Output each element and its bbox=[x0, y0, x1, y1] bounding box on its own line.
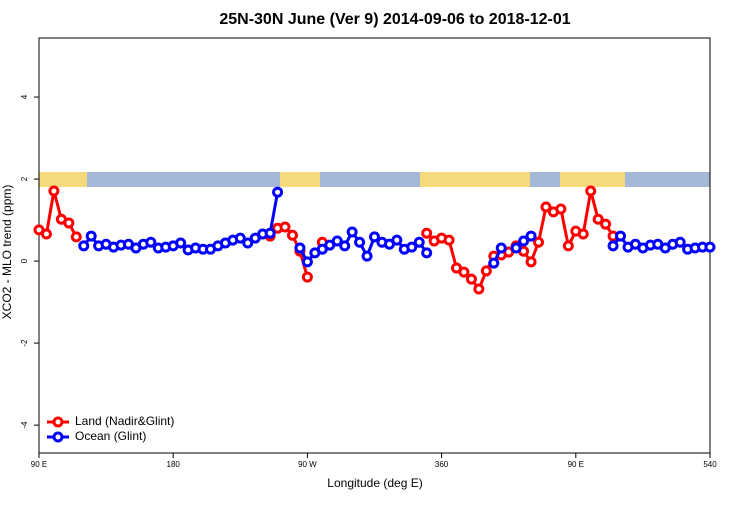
data-point bbox=[346, 226, 358, 238]
data-point bbox=[525, 230, 537, 242]
y-tick-label: 0 bbox=[20, 258, 29, 263]
data-point bbox=[391, 234, 403, 246]
data-point bbox=[242, 237, 254, 249]
y-tick-label: 2 bbox=[20, 176, 29, 181]
y-axis-label: XCO2 - MLO trend (ppm) bbox=[0, 185, 14, 320]
data-point bbox=[600, 218, 612, 230]
data-point bbox=[369, 231, 380, 243]
data-point bbox=[272, 186, 284, 198]
data-point bbox=[406, 241, 418, 253]
data-point bbox=[301, 271, 313, 283]
data-point bbox=[480, 265, 492, 277]
ocean-strip bbox=[39, 172, 710, 187]
data-point bbox=[421, 227, 433, 239]
data-point bbox=[63, 217, 75, 229]
data-point bbox=[577, 228, 589, 240]
data-point bbox=[533, 236, 545, 248]
y-tick-label: -4 bbox=[20, 421, 29, 429]
x-tick-label: 90 W bbox=[298, 460, 317, 469]
data-point bbox=[145, 236, 157, 248]
data-point bbox=[279, 221, 291, 233]
data-point bbox=[473, 283, 485, 295]
data-point bbox=[301, 256, 313, 268]
data-point bbox=[592, 213, 604, 225]
data-point bbox=[331, 235, 343, 247]
data-point bbox=[585, 185, 597, 197]
x-tick-label: 360 bbox=[435, 460, 449, 469]
data-point bbox=[674, 236, 686, 248]
data-point bbox=[443, 234, 455, 246]
data-point bbox=[175, 237, 187, 249]
x-tick-label: 90 E bbox=[568, 460, 584, 469]
data-point bbox=[234, 232, 246, 244]
data-point bbox=[510, 242, 522, 254]
data-point bbox=[286, 229, 298, 241]
series-line bbox=[82, 191, 710, 265]
data-point bbox=[40, 228, 52, 240]
data-point bbox=[488, 257, 500, 269]
data-point bbox=[562, 240, 574, 252]
chart-title: 25N-30N June (Ver 9) 2014-09-06 to 2018-… bbox=[219, 11, 570, 28]
data-point bbox=[458, 266, 470, 278]
land-strip bbox=[420, 172, 530, 187]
data-point bbox=[294, 242, 306, 254]
data-point bbox=[48, 185, 60, 197]
x-tick-label: 90 E bbox=[31, 460, 47, 469]
data-point bbox=[518, 235, 530, 247]
data-point bbox=[413, 236, 425, 248]
x-tick-label: 180 bbox=[167, 460, 181, 469]
land-strip bbox=[560, 172, 625, 187]
data-point bbox=[525, 256, 537, 268]
data-point bbox=[465, 273, 477, 285]
data-point bbox=[704, 241, 716, 253]
data-point bbox=[339, 240, 351, 252]
data-point bbox=[495, 242, 507, 254]
legend-label: Ocean (Glint) bbox=[75, 429, 146, 443]
y-tick-label: 4 bbox=[20, 94, 29, 99]
legend-label: Land (Nadir&Glint) bbox=[75, 414, 174, 428]
land-strip bbox=[280, 172, 320, 187]
x-tick-label: 540 bbox=[703, 460, 717, 469]
surface-strip bbox=[39, 172, 710, 187]
y-tick-label: -2 bbox=[20, 339, 29, 347]
legend-marker bbox=[52, 431, 64, 443]
x-axis-label: Longitude (deg E) bbox=[327, 476, 422, 490]
data-point bbox=[361, 250, 373, 262]
data-point bbox=[421, 247, 433, 259]
land-strip bbox=[39, 172, 87, 187]
data-point bbox=[70, 231, 82, 243]
data-point bbox=[264, 227, 276, 239]
data-point bbox=[555, 203, 567, 215]
data-point bbox=[85, 230, 97, 242]
data-point bbox=[607, 240, 619, 252]
data-point bbox=[540, 201, 552, 213]
legend-marker bbox=[52, 416, 64, 428]
data-point bbox=[354, 236, 366, 248]
data-point bbox=[78, 240, 90, 252]
data-point bbox=[615, 230, 627, 242]
